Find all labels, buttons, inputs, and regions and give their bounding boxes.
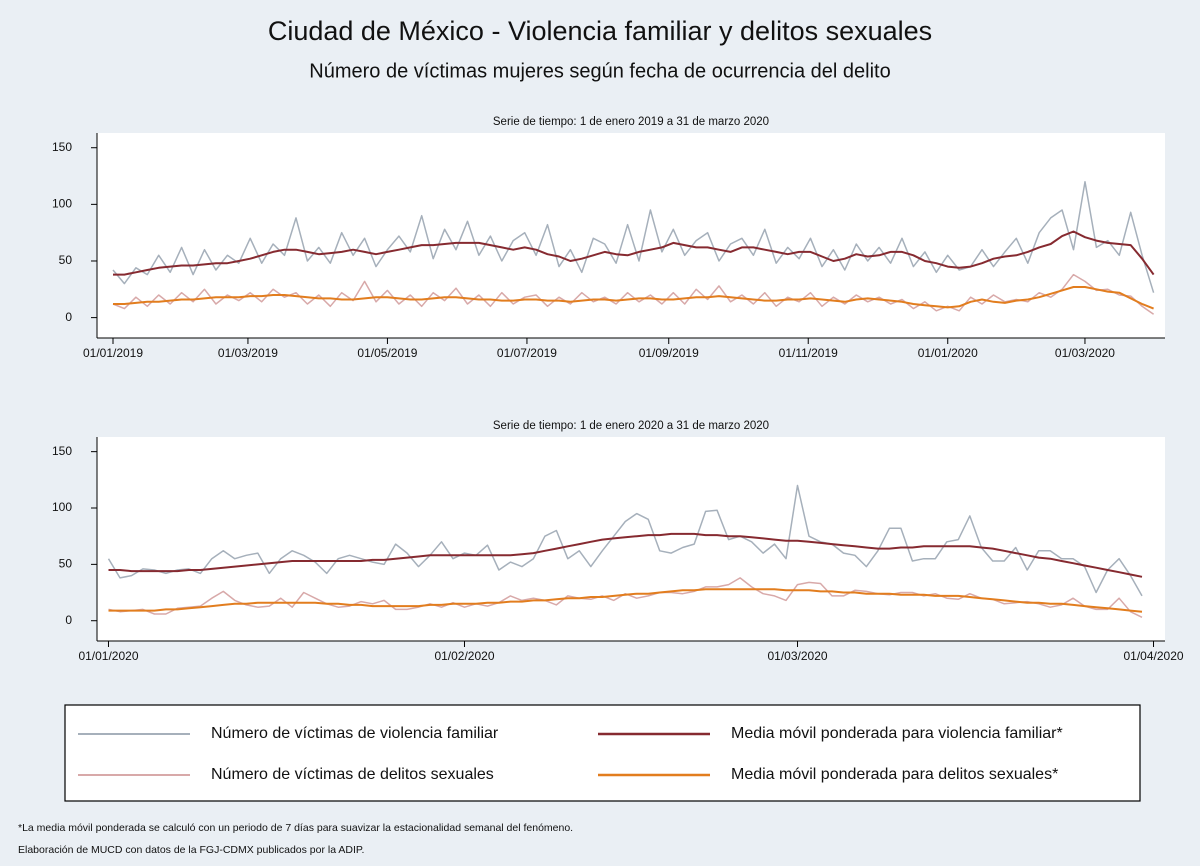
plot-area [97,437,1165,641]
x-tick-label: 01/02/2020 [434,649,494,663]
x-tick-label: 01/01/2020 [918,346,978,360]
note: *La media móvil ponderada se calculó con… [18,822,573,834]
y-tick-label: 0 [65,310,72,324]
data-line [113,286,1154,310]
legend-label: Número de víctimas de delitos sexuales [211,766,494,783]
data-line [112,273,1155,315]
data-line [107,484,1143,597]
panel-title: Serie de tiempo: 1 de enero 2020 a 31 de… [493,420,769,432]
note: Elaboración de MUCD con datos de la FGJ-… [18,844,364,856]
panel-title: Serie de tiempo: 1 de enero 2019 a 31 de… [493,116,769,128]
y-tick-label: 150 [52,444,72,458]
data-line [108,588,1143,613]
y-tick-label: 150 [52,140,72,154]
legend-label: Media móvil ponderada para delitos sexua… [731,766,1058,783]
data-line [113,230,1155,276]
x-tick-label: 01/04/2020 [1123,649,1183,663]
legend-label: Número de víctimas de violencia familiar [211,725,499,742]
x-tick-label: 01/03/2020 [767,649,827,663]
x-tick-label: 01/03/2019 [218,346,278,360]
subtitle: Número de víctimas mujeres según fecha d… [309,60,890,82]
data-line [108,577,1143,618]
x-tick-label: 01/03/2020 [1055,346,1115,360]
x-tick-label: 01/01/2020 [78,649,138,663]
legend-box [64,704,1141,802]
y-tick-label: 50 [59,557,73,571]
y-tick-label: 100 [52,197,72,211]
y-tick-label: 0 [65,613,72,627]
x-tick-label: 01/05/2019 [357,346,417,360]
y-tick-label: 100 [52,500,72,514]
x-tick-label: 01/01/2019 [83,346,143,360]
x-tick-label: 01/09/2019 [639,346,699,360]
legend-label: Media móvil ponderada para violencia fam… [731,725,1063,742]
data-line [108,532,1143,578]
title: Ciudad de México - Violencia familiar y … [268,16,932,46]
x-tick-label: 01/11/2019 [779,346,838,360]
x-tick-label: 01/07/2019 [497,346,557,360]
y-tick-label: 50 [59,253,73,267]
